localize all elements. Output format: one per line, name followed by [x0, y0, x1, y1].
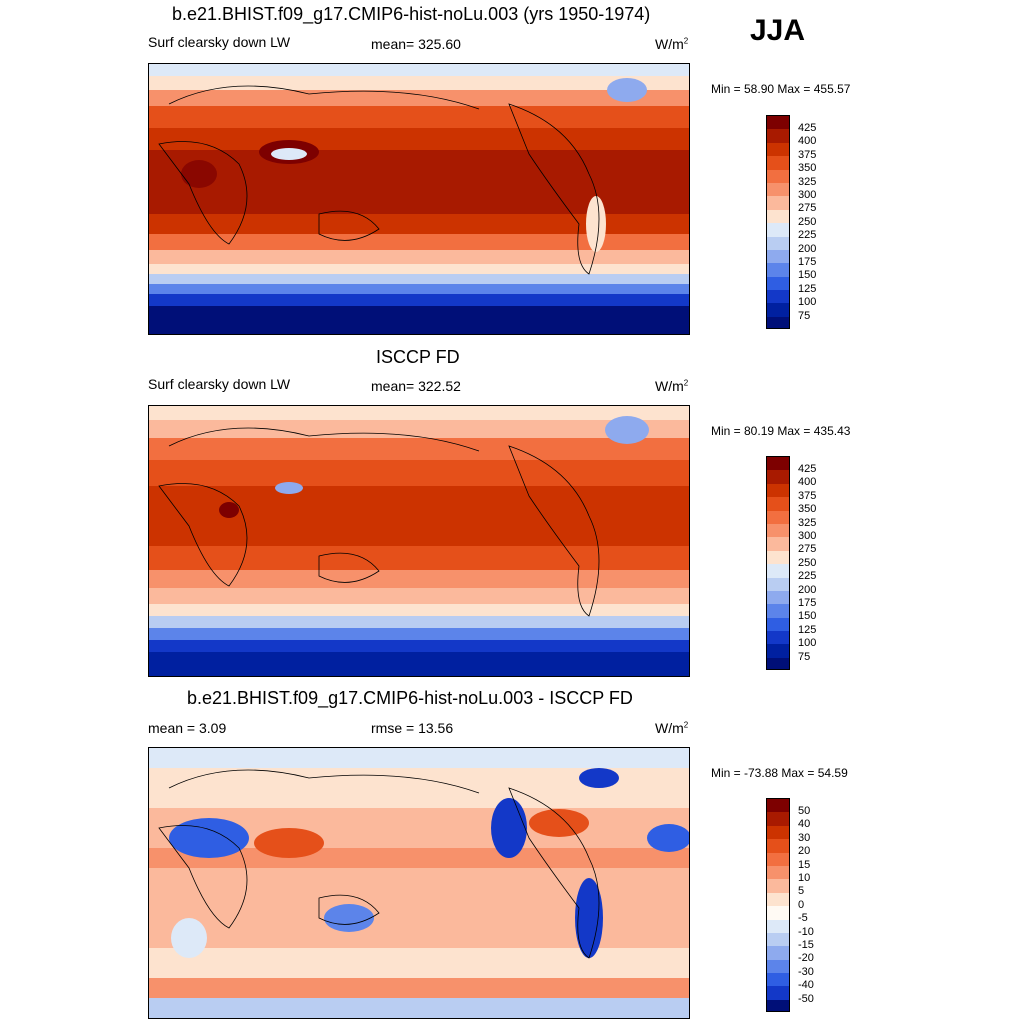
cbar2-label: 200 — [798, 583, 817, 596]
cbar1-label: 125 — [798, 282, 817, 295]
cbar2-label: 325 — [798, 516, 817, 529]
cbar1-label: 250 — [798, 215, 817, 228]
cbar3-label: -15 — [798, 939, 814, 951]
cbar3-label: 0 — [798, 898, 805, 911]
panel-2-title: ISCCP FD — [376, 347, 460, 367]
panel-2-colorbar — [766, 456, 790, 670]
cbar2-label: 400 — [798, 476, 817, 489]
cbar2-label: 225 — [798, 570, 817, 583]
cbar1-label: 275 — [798, 202, 817, 215]
cbar2-label: 125 — [798, 623, 817, 636]
cbar1-label: 300 — [798, 189, 817, 201]
cbar1-label: 225 — [798, 229, 817, 242]
panel-3-title: b.e21.BHIST.f09_g17.CMIP6-hist-noLu.003 … — [187, 688, 633, 708]
cbar2-label: 375 — [798, 489, 817, 502]
cbar3-label: -20 — [798, 952, 814, 965]
season-label: JJA — [750, 14, 806, 47]
panel-3-units: W/m2 — [655, 720, 689, 736]
panel-3-mean-label: mean = 3.09 — [148, 720, 227, 736]
cbar1-label: 200 — [798, 242, 817, 255]
panel-3-field — [149, 748, 689, 1018]
panel-3-minmax: Min = -73.88 Max = 54.59 — [711, 766, 848, 780]
cbar1-label: 400 — [798, 135, 817, 148]
cbar1-label: 425 — [798, 122, 817, 134]
panel-2-variable-label: Surf clearsky down LW — [148, 376, 291, 392]
cbar2-label: 175 — [798, 597, 817, 609]
panel-2-map — [148, 405, 690, 677]
cbar2-label: 100 — [798, 637, 817, 650]
cbar3-label: 20 — [798, 845, 811, 858]
cbar2-label: 300 — [798, 530, 817, 542]
panel-1-minmax: Min = 58.90 Max = 455.57 — [711, 82, 851, 96]
cbar3-label: 30 — [798, 831, 811, 844]
cbar3-label: -50 — [798, 992, 814, 1005]
cbar1-label: 75 — [798, 309, 811, 322]
panel-2-minmax: Min = 80.19 Max = 435.43 — [711, 424, 851, 438]
panel-1-field — [149, 64, 689, 334]
cbar3-label: -40 — [798, 979, 814, 992]
panel-1-units: W/m2 — [655, 36, 689, 52]
cbar1-label: 100 — [798, 296, 817, 309]
panel-2-field — [149, 406, 689, 676]
panel-1-title: b.e21.BHIST.f09_g17.CMIP6-hist-noLu.003 … — [172, 4, 651, 24]
cbar1-label: 175 — [798, 256, 817, 268]
panel-1-variable-label: Surf clearsky down LW — [148, 34, 291, 50]
cbar3-label: 5 — [798, 885, 805, 898]
panel-2-mean-label: mean= 322.52 — [371, 378, 461, 394]
panel-1-map — [148, 63, 690, 335]
cbar3-label: 40 — [798, 818, 811, 831]
cbar2-label: 75 — [798, 650, 811, 663]
cbar3-label: 10 — [798, 872, 811, 884]
cbar1-label: 350 — [798, 162, 817, 175]
cbar2-label: 250 — [798, 556, 817, 569]
cbar1-label: 150 — [798, 269, 817, 282]
cbar3-label: -10 — [798, 925, 814, 938]
cbar1-label: 325 — [798, 175, 817, 188]
cbar2-label: 275 — [798, 543, 817, 556]
cbar2-label: 350 — [798, 503, 817, 516]
panel-3-map — [148, 747, 690, 1019]
panel-2-units: W/m2 — [655, 378, 689, 394]
cbar2-label: 150 — [798, 610, 817, 623]
cbar3-label: 50 — [798, 805, 811, 817]
cbar3-label: -30 — [798, 965, 814, 978]
panel-1-colorbar — [766, 115, 790, 329]
cbar2-label: 425 — [798, 463, 817, 475]
panel-3-colorbar — [766, 798, 790, 1012]
cbar3-label: -5 — [798, 912, 808, 925]
cbar1-label: 375 — [798, 148, 817, 161]
panel-1-mean-label: mean= 325.60 — [371, 36, 461, 52]
panel-3-rmse-label: rmse = 13.56 — [371, 720, 454, 736]
cbar3-label: 15 — [798, 858, 811, 871]
